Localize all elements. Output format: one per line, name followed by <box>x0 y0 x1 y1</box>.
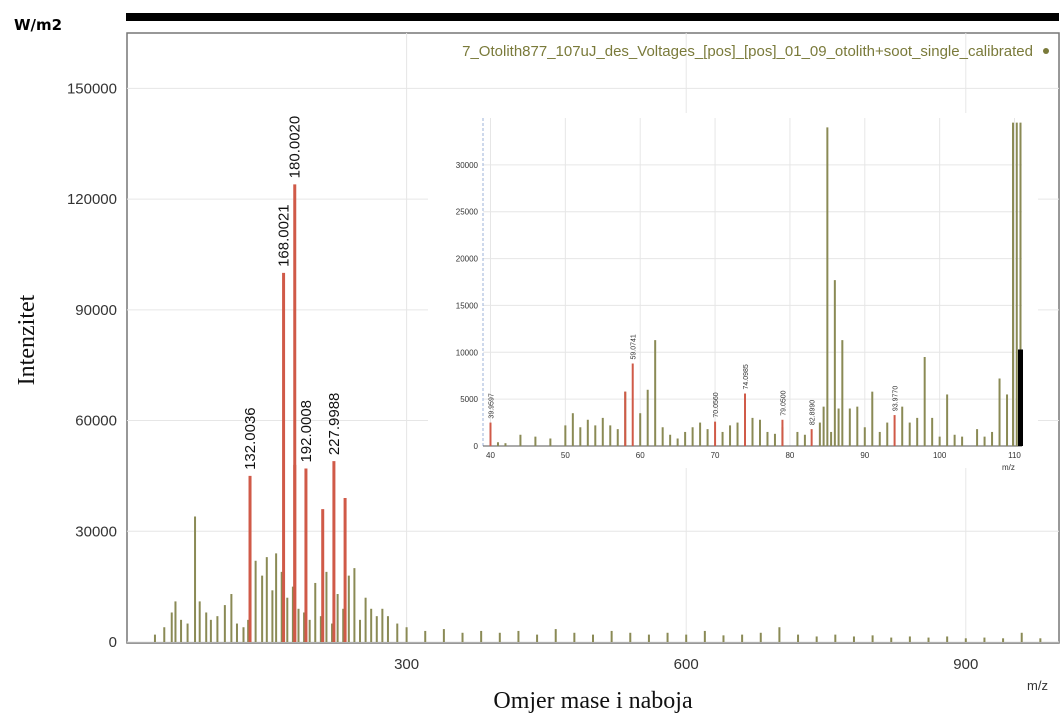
peak-label: 132.0036 <box>242 407 259 470</box>
main-peak-labels: 132.0036 168.0021 180.0020 192.0008 227.9988 <box>242 116 343 470</box>
peak-label: 180.0020 <box>287 116 304 179</box>
inset-x-tick-labels: 40 50 60 70 80 90 100 110 <box>486 451 1021 460</box>
peak-label: 70.0560 <box>713 392 720 417</box>
x-tick-label: 40 <box>486 451 495 460</box>
unit-label: W/m2 <box>14 16 62 34</box>
y-tick-label: 20000 <box>456 255 479 264</box>
main-olive-series <box>153 516 1042 642</box>
y-tick-label: 120000 <box>67 191 117 208</box>
y-tick-label: 5000 <box>460 395 478 404</box>
peak-label: 227.9988 <box>326 393 343 456</box>
y-tick-label: 0 <box>109 634 117 651</box>
main-x-tick-labels: 300 600 900 <box>394 656 978 673</box>
inset-mz-label: m/z <box>1002 463 1015 472</box>
peak-label: 192.0008 <box>298 400 315 463</box>
peak-label: 74.0985 <box>743 364 750 389</box>
inset-red-series <box>489 363 896 446</box>
x-axis-title: Omjer mase i naboja <box>493 688 693 714</box>
y-tick-label: 15000 <box>456 301 479 310</box>
y-tick-label: 30000 <box>456 161 479 170</box>
x-tick-label: 100 <box>933 451 947 460</box>
peak-label: 82.8990 <box>810 400 817 425</box>
x-tick-label: 50 <box>561 451 570 460</box>
peak-label: 59.0741 <box>631 334 638 359</box>
y-axis-title: Intenzitet <box>14 294 40 385</box>
inset-y-tick-labels: 0 5000 10000 15000 20000 25000 30000 <box>456 161 479 451</box>
peak-label: 168.0021 <box>276 204 293 267</box>
x-tick-label: 110 <box>1008 451 1021 460</box>
y-tick-label: 60000 <box>75 413 117 430</box>
y-tick-label: 10000 <box>456 348 479 357</box>
x-tick-label: 60 <box>636 451 645 460</box>
y-tick-label: 30000 <box>75 523 117 540</box>
x-tick-label: 600 <box>674 656 699 673</box>
x-tick-label: 80 <box>785 451 794 460</box>
x-tick-label: 90 <box>860 451 869 460</box>
peak-label: 39.9597 <box>488 393 495 418</box>
legend-text: 7_Otolith877_107uJ_des_Voltages_[pos]_[p… <box>462 43 1033 60</box>
peak-label: 93.9770 <box>893 386 900 411</box>
main-y-tick-labels: 0 30000 60000 90000 120000 150000 <box>67 80 117 651</box>
inset-olive-series <box>496 122 1022 446</box>
y-tick-label: 90000 <box>75 302 117 319</box>
y-tick-label: 0 <box>474 442 479 451</box>
y-tick-label: 150000 <box>67 80 117 97</box>
y-tick-label: 25000 <box>456 208 479 217</box>
x-unit-label: m/z <box>1027 678 1048 693</box>
legend-marker-icon <box>1043 48 1049 54</box>
top-black-bar <box>126 13 1059 21</box>
inset-peak-labels: 39.9597 59.0741 70.0560 74.0985 79.0500 82.89… <box>488 334 899 425</box>
x-tick-label: 300 <box>394 656 419 673</box>
main-red-series <box>248 184 347 642</box>
peak-label: 79.0500 <box>780 390 787 415</box>
inset-panel <box>428 113 1038 468</box>
x-tick-label: 900 <box>953 656 978 673</box>
x-tick-label: 70 <box>711 451 720 460</box>
